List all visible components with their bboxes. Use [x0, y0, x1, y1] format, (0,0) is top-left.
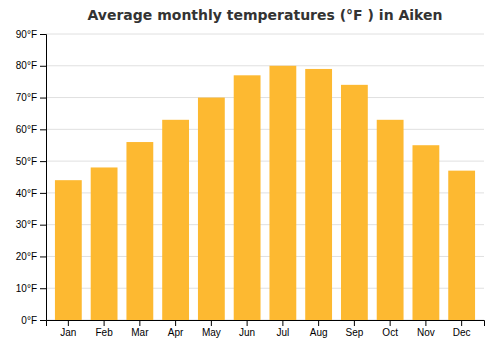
x-tick: Oct [382, 320, 398, 338]
y-tick-label: 10°F [16, 283, 37, 294]
x-tick: Mar [131, 320, 149, 338]
x-tick-label: Jun [239, 327, 255, 338]
bar [126, 142, 153, 320]
x-axis-line [47, 321, 485, 327]
x-tick-mark [282, 320, 283, 326]
x-tick: Aug [310, 320, 328, 338]
y-tick: 0°F [21, 315, 46, 326]
y-tick-label: 20°F [16, 251, 37, 262]
x-tick-mark [354, 320, 355, 326]
grid-line [46, 129, 484, 130]
x-tick-label: Mar [131, 327, 149, 338]
bar [448, 171, 475, 320]
y-tick-mark [40, 288, 46, 289]
y-tick-label: 40°F [16, 188, 37, 199]
bar [162, 120, 189, 320]
y-tick-mark [40, 66, 46, 67]
y-tick: 20°F [16, 251, 46, 262]
x-tick: Apr [168, 320, 184, 338]
y-tick-label: 70°F [16, 92, 37, 103]
x-tick-mark [247, 320, 248, 326]
y-tick-label: 90°F [16, 29, 37, 40]
y-axis-line [40, 35, 47, 321]
x-tick-mark [175, 320, 176, 326]
x-tick: Dec [453, 320, 471, 338]
y-tick-mark [40, 225, 46, 226]
grid-line [46, 34, 484, 35]
bar [305, 69, 332, 320]
x-tick-mark [390, 320, 391, 326]
bar [377, 120, 404, 320]
bar [341, 85, 368, 320]
bar [269, 66, 296, 320]
x-tick-label: Oct [382, 327, 398, 338]
y-tick-mark [40, 256, 46, 257]
chart: 0°F 10°F 20°F 30°F 40°F 50°F 60°F 70°F 80°F 90°F J… [0, 0, 500, 350]
y-tick-label: 80°F [16, 60, 37, 71]
y-tick: 70°F [16, 92, 46, 103]
x-tick-mark [318, 320, 319, 326]
x-tick-mark [104, 320, 105, 326]
plot: 0°F 10°F 20°F 30°F 40°F 50°F 60°F 70°F 80°F 90°F J… [16, 29, 485, 338]
x-tick-mark [139, 320, 140, 326]
x-tick-label: Feb [95, 327, 113, 338]
x-tick-label: Apr [168, 327, 184, 338]
y-tick-label: 30°F [16, 219, 37, 230]
x-tick-mark [425, 320, 426, 326]
x-tick: Sep [345, 320, 363, 338]
y-tick-label: 60°F [16, 124, 37, 135]
bar [234, 75, 261, 320]
x-tick: Jul [276, 320, 289, 338]
y-tick: 10°F [16, 283, 46, 294]
y-tick-mark [40, 193, 46, 194]
x-tick-label: Sep [345, 327, 363, 338]
grid [46, 34, 484, 320]
x-tick: May [202, 320, 221, 338]
x-tick-label: May [202, 327, 221, 338]
x-tick: Feb [95, 320, 113, 338]
x-tick-mark [211, 320, 212, 326]
y-tick-mark [40, 34, 46, 35]
x-tick-mark [461, 320, 462, 326]
y-tick: 50°F [16, 156, 46, 167]
x-tick-label: Dec [453, 327, 471, 338]
x-tick-label: Jul [276, 327, 289, 338]
bar [55, 180, 82, 320]
x-tick: Jun [239, 320, 255, 338]
bar [412, 145, 439, 320]
y-axis: 0°F 10°F 20°F 30°F 40°F 50°F 60°F 70°F 80°F 90°F [16, 29, 47, 326]
x-tick-mark [68, 320, 69, 326]
y-tick: 80°F [16, 60, 46, 71]
x-tick-label: Aug [310, 327, 328, 338]
y-tick-mark [40, 98, 46, 99]
x-tick: Jan [60, 320, 76, 338]
y-tick: 30°F [16, 219, 46, 230]
bar [91, 167, 118, 320]
y-tick: 90°F [16, 29, 46, 40]
y-tick-label: 0°F [21, 315, 37, 326]
grid-line [46, 97, 484, 98]
title: Average monthly temperatures (°F ) in Ai… [87, 7, 442, 23]
bar [198, 98, 225, 320]
grid-line [46, 65, 484, 66]
x-tick: Nov [417, 320, 435, 338]
y-tick-label: 50°F [16, 156, 37, 167]
y-tick-mark [40, 129, 46, 130]
y-tick: 60°F [16, 124, 46, 135]
bars [55, 66, 475, 320]
y-tick-mark [40, 320, 46, 321]
x-tick-label: Nov [417, 327, 435, 338]
x-axis: Jan Feb Mar Apr May Jun Jul Aug Sep Oct Nov Dec [47, 320, 485, 338]
x-tick-label: Jan [60, 327, 76, 338]
y-tick-mark [40, 161, 46, 162]
y-tick: 40°F [16, 188, 46, 199]
